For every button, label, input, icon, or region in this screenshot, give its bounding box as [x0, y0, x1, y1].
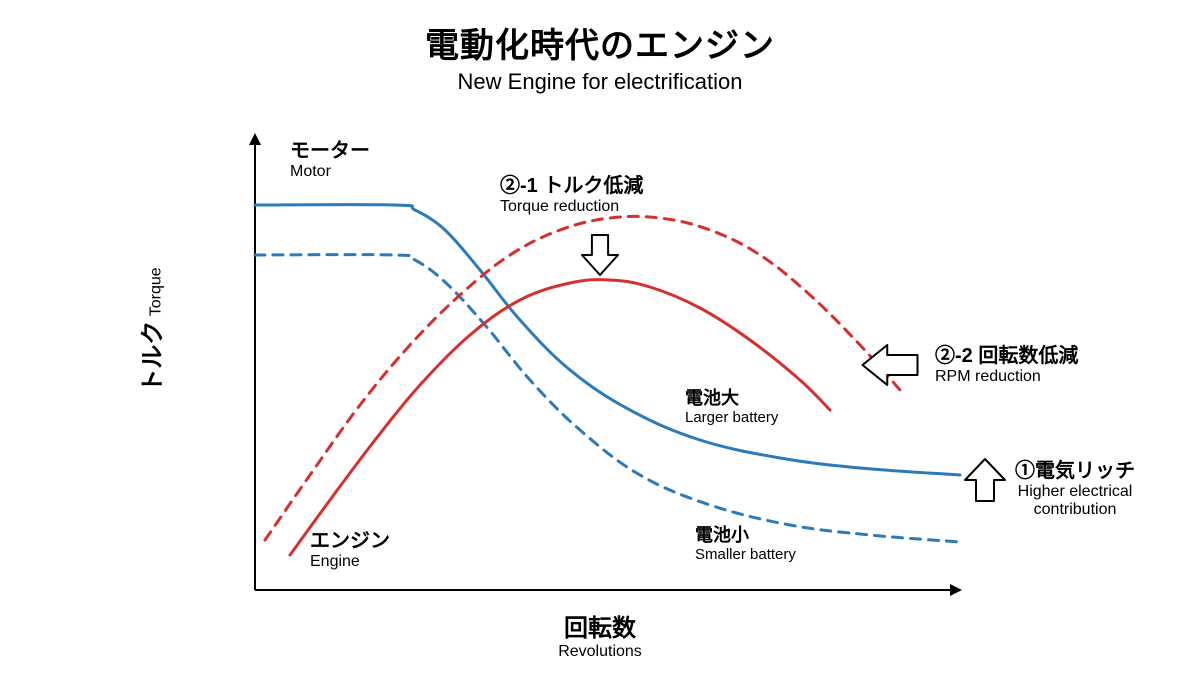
smaller-battery-label: 電池小Smaller battery — [695, 525, 796, 563]
ylabel-en: Torque — [148, 267, 165, 316]
rpm-reduction-label: ②-2 回転数低減RPM reduction — [935, 345, 1078, 386]
torque-reduction-label: ②-1 トルク低減Torque reduction — [500, 175, 643, 216]
engine-label: エンジンEngine — [310, 530, 390, 571]
xlabel-en: Revolutions — [0, 643, 1200, 661]
ylabel-jp: トルク — [140, 321, 167, 393]
x-axis-label: 回転数 Revolutions — [0, 608, 1200, 661]
electrical-contribution-arrow-icon — [965, 459, 1005, 501]
torque-reduction-arrow-icon — [582, 235, 618, 275]
xlabel-jp: 回転数 — [0, 608, 1200, 643]
y-axis-label: トルク Torque — [133, 267, 168, 392]
chart-stage: 電動化時代のエンジン New Engine for electrificatio… — [0, 0, 1200, 675]
larger-battery-label: 電池大Larger battery — [685, 388, 778, 426]
rpm-reduction-arrow-icon — [863, 345, 918, 385]
electrical-rich-label: ①電気リッチHigher electricalcontribution — [1015, 460, 1135, 520]
motor-label: モーターMotor — [290, 140, 370, 181]
chart-svg — [0, 0, 1200, 675]
